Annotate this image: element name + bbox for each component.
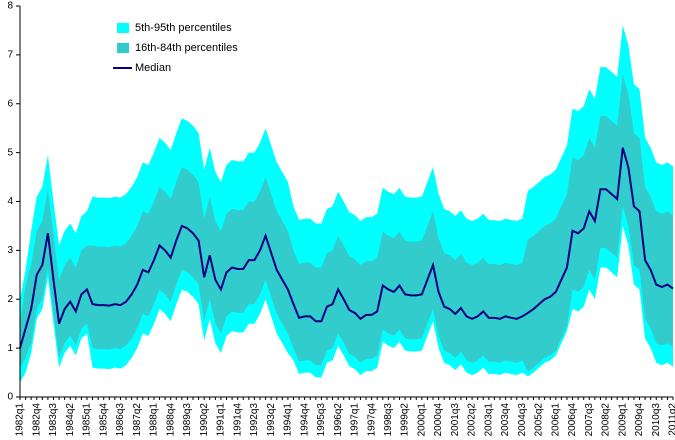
median-line: [19, 147, 674, 349]
y-tick-label: 5: [7, 147, 13, 158]
x-tick-label: 1987q2: [132, 403, 143, 437]
y-tick-label: 4: [7, 196, 13, 207]
y-tick-label: 8: [7, 1, 13, 12]
x-tick-label: 2009q4: [634, 403, 645, 437]
x-tick-label: 2006q1: [550, 403, 561, 437]
x-tick-label: 2001q3: [450, 403, 461, 437]
x-tick-label: 2004q3: [517, 403, 528, 437]
x-tick-label: 1991q4: [232, 403, 243, 437]
x-tick-label: 1994q1: [283, 403, 294, 437]
x-tick-label: 2000q4: [433, 403, 444, 437]
x-tick-label: 2003q1: [483, 403, 494, 437]
legend-swatch: [117, 23, 129, 33]
legend-swatch: [117, 43, 129, 53]
x-tick-label: 2011q2: [668, 403, 675, 436]
x-tick-label: 2008q2: [601, 403, 612, 437]
x-tick-label: 1995q3: [316, 403, 327, 437]
x-tick-label: 1994q4: [299, 403, 310, 437]
x-tick-label: 1988q4: [165, 403, 176, 437]
x-tick-label: 2005q2: [534, 403, 545, 437]
x-tick-label: 2009q1: [617, 403, 628, 437]
x-tick-label: 1996q2: [333, 403, 344, 437]
legend-label: Median: [135, 62, 171, 74]
x-tick-label: 1990q2: [199, 403, 210, 437]
y-tick-label: 2: [7, 294, 13, 305]
x-tick-label: 1991q1: [216, 403, 227, 437]
legend-label: 16th-84th percentiles: [135, 42, 238, 54]
x-tick-label: 1984q2: [65, 403, 76, 437]
x-tick-label: 1998q3: [383, 403, 394, 437]
x-tick-label: 2006q4: [567, 403, 578, 437]
x-tick-label: 2003q4: [500, 403, 511, 437]
x-tick-label: 1997q4: [366, 403, 377, 437]
x-tick-label: 2010q3: [651, 403, 662, 437]
y-tick-label: 1: [7, 343, 13, 354]
band: [20, 74, 673, 372]
x-tick-label: 1999q2: [400, 403, 411, 437]
y-tick-label: 7: [7, 50, 13, 61]
x-tick-label: 1988q1: [149, 403, 160, 437]
x-tick-label: 2007q3: [584, 403, 595, 437]
x-tick-label: 2000q1: [416, 403, 427, 437]
x-tick-label: 1982q1: [15, 403, 26, 437]
x-tick-label: 1985q1: [82, 403, 93, 437]
x-tick-label: 1983q3: [48, 403, 59, 437]
legend-label: 5th-95th percentiles: [135, 22, 232, 34]
x-tick-label: 1997q1: [350, 403, 361, 437]
x-tick-label: 1993q2: [266, 403, 277, 437]
x-tick-label: 2002q2: [467, 403, 478, 437]
x-tick-label: 1982q4: [31, 403, 42, 437]
y-tick-label: 3: [7, 245, 13, 256]
x-tick-label: 1986q3: [115, 403, 126, 437]
y-tick-label: 6: [7, 98, 13, 109]
y-tick-label: 0: [7, 392, 13, 403]
x-tick-label: 1985q4: [98, 403, 109, 437]
x-tick-label: 1989q3: [182, 403, 193, 437]
x-tick-label: 1992q3: [249, 403, 260, 437]
